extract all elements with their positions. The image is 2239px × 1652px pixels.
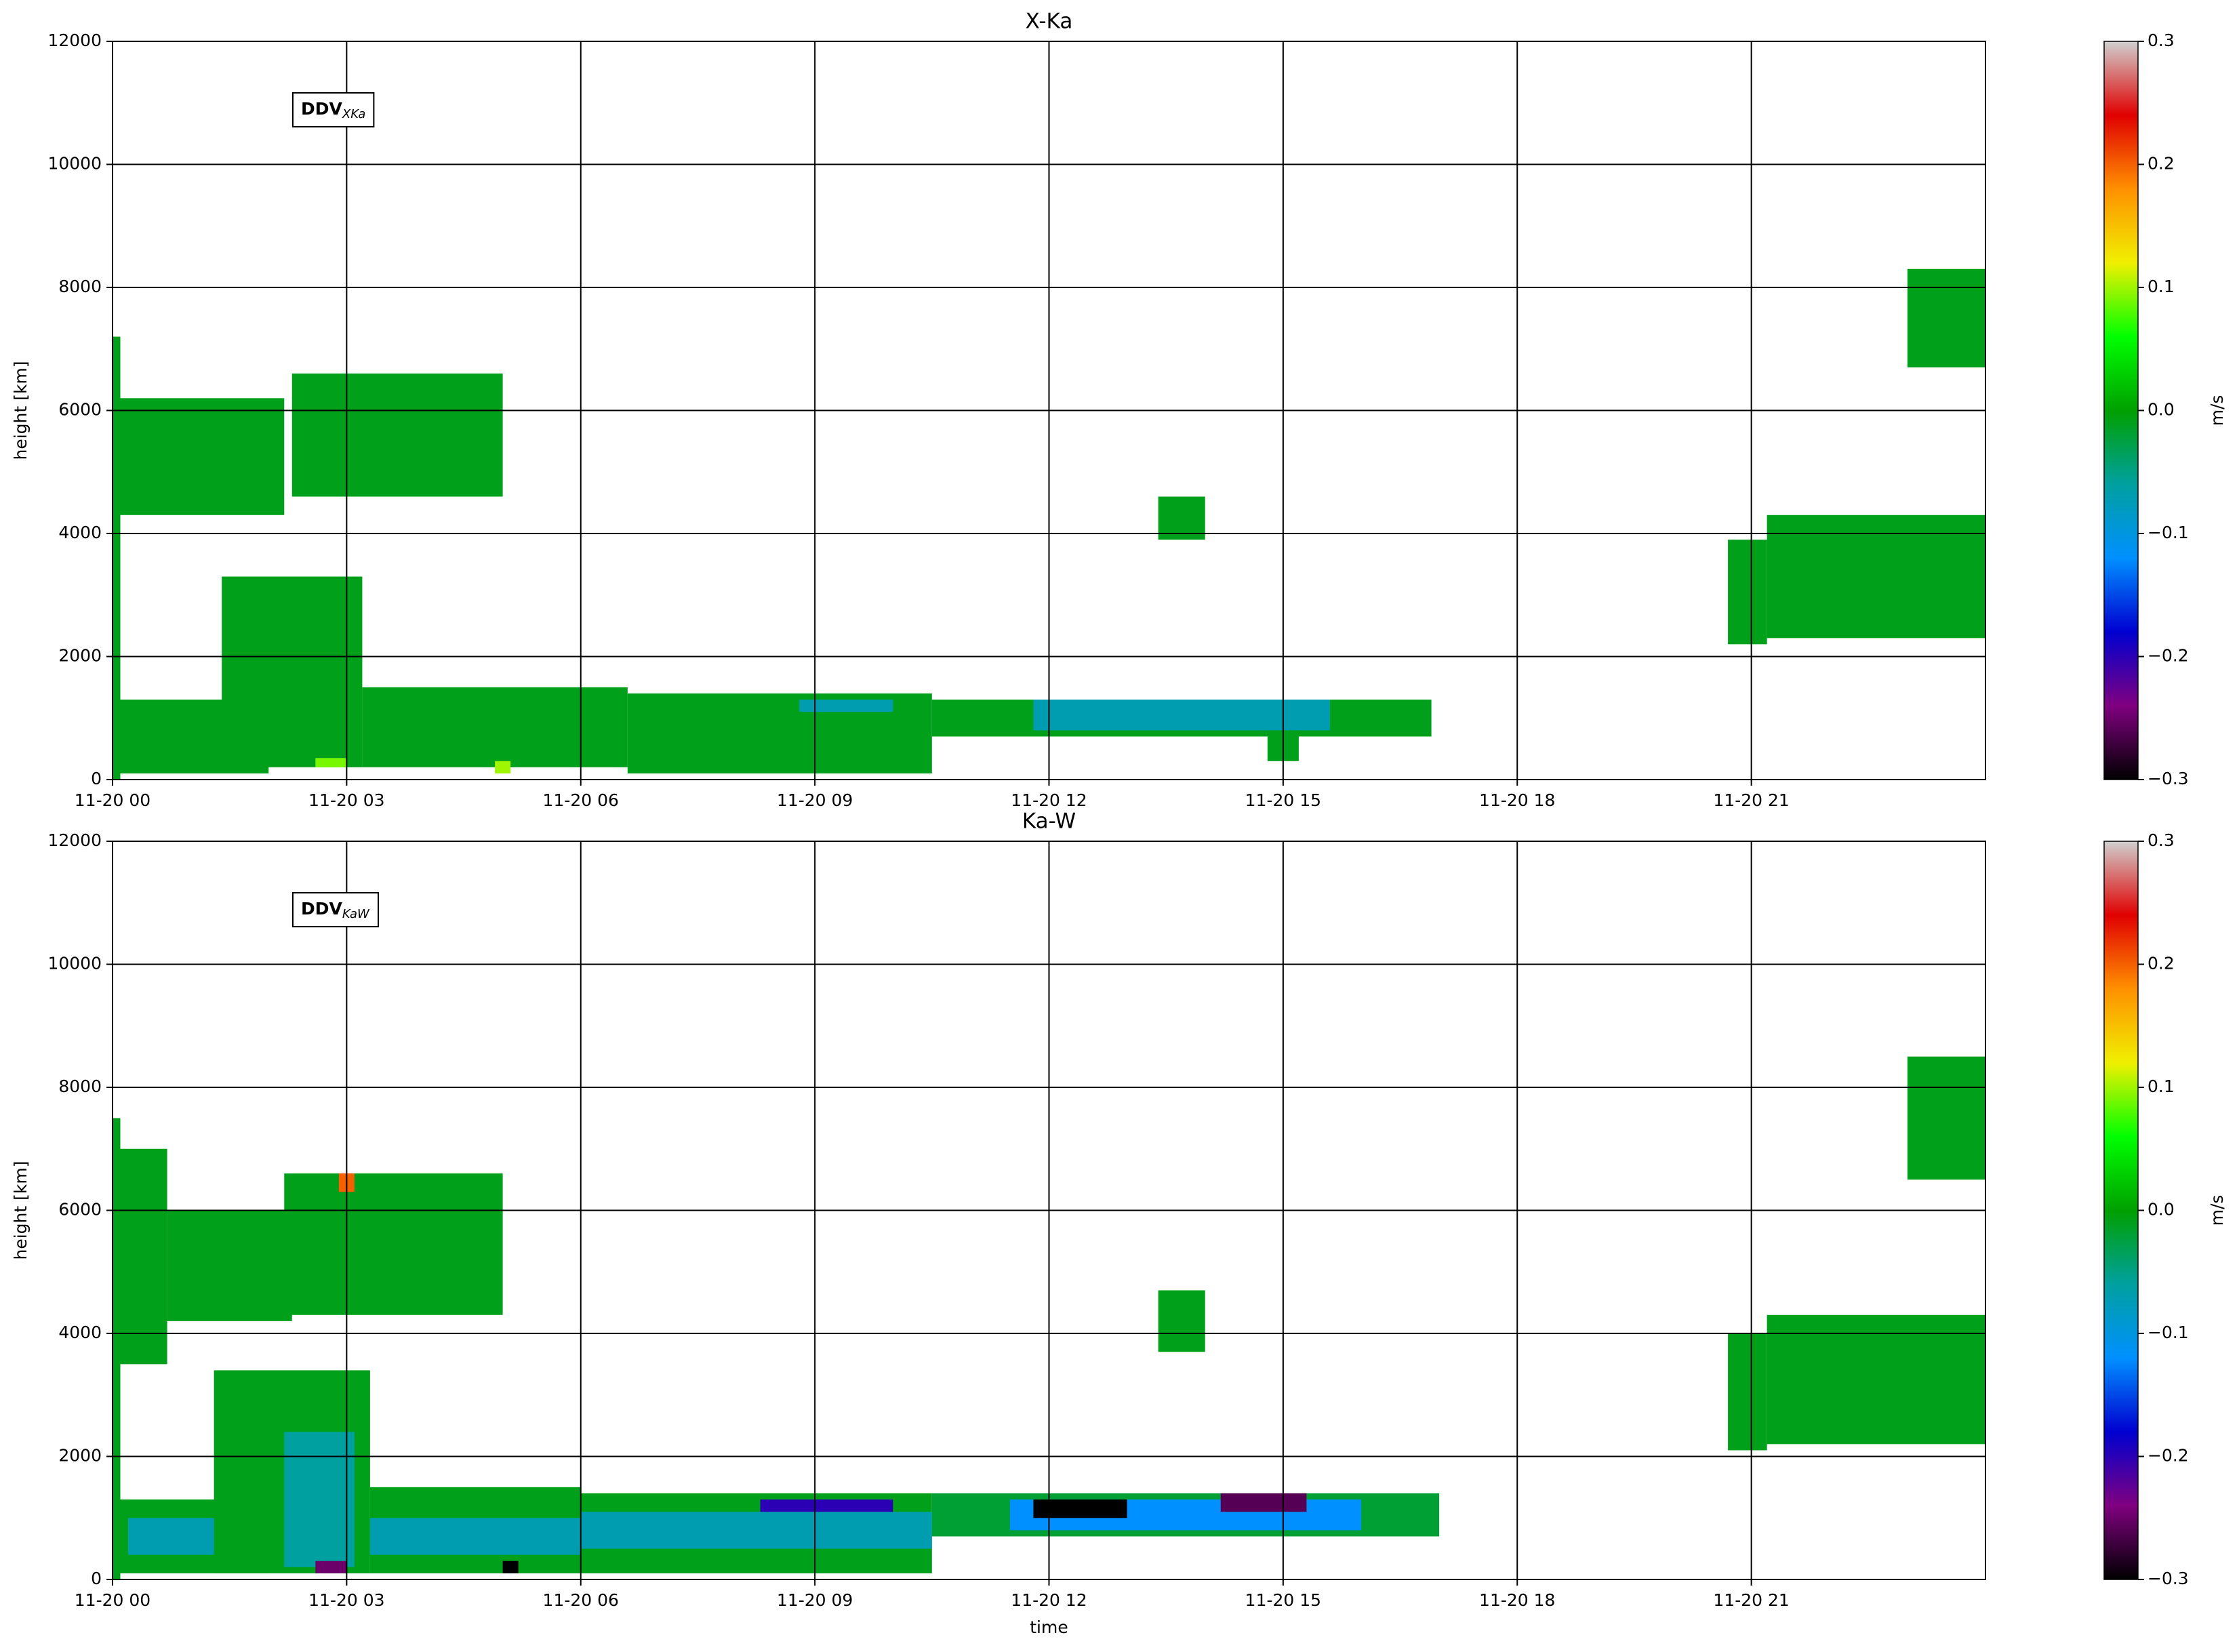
data-cell — [113, 336, 121, 780]
data-cell — [495, 761, 511, 773]
annotation-text: DDVKaW — [301, 899, 370, 921]
data-cell — [222, 576, 363, 767]
data-cell — [167, 1210, 292, 1321]
data-cell — [284, 1173, 503, 1315]
x-tick-label: 11-20 06 — [543, 790, 619, 810]
x-tick-label: 11-20 15 — [1245, 1590, 1321, 1610]
data-cell — [1158, 496, 1205, 540]
panel: 11-20 00 11-20 03 11-20 06 11-20 09 11-20 12… — [11, 9, 2227, 811]
x-tick-label: 11-20 00 — [75, 790, 150, 810]
colorbar — [2103, 41, 2139, 780]
annotation: DDVXKa — [292, 92, 375, 127]
chart-title: X-Ka — [1026, 9, 1073, 34]
y-axis-label: height [km] — [11, 361, 31, 460]
data-cell — [113, 1118, 121, 1579]
y-tick-label: 12000 — [47, 830, 102, 850]
y-tick-label: 4000 — [58, 1323, 102, 1342]
data-cell — [291, 374, 503, 497]
plot-frame — [112, 41, 1986, 780]
data-cell — [1767, 1314, 1985, 1445]
y-tick-label: 2000 — [58, 1446, 102, 1466]
colorbar-tick-label: 0.3 — [2147, 830, 2175, 850]
colorbar-tick-label: 0.0 — [2147, 1200, 2175, 1220]
data-cell — [362, 687, 628, 767]
data-cell — [1907, 1056, 1985, 1180]
data-cell — [1220, 1493, 1307, 1512]
annotation-box — [292, 92, 375, 127]
data-cell — [1767, 515, 1985, 639]
x-tick-label: 11-20 21 — [1713, 790, 1789, 810]
x-tick-label: 11-20 12 — [1011, 790, 1087, 810]
x-tick-label: 11-20 21 — [1713, 1590, 1789, 1610]
x-tick-label: 11-20 12 — [1011, 1590, 1087, 1610]
x-tick-label: 11-20 03 — [308, 1590, 384, 1610]
data-cell — [369, 1518, 581, 1555]
data-cell — [580, 1512, 932, 1549]
x-tick-label: 11-20 18 — [1479, 790, 1555, 810]
y-tick-label: 6000 — [58, 400, 102, 420]
colorbar-tick-label: −0.1 — [2147, 523, 2189, 542]
chart-title: Ka-W — [1022, 809, 1076, 834]
x-tick-label: 11-20 15 — [1245, 790, 1321, 810]
annotation-subscript: XKa — [342, 107, 366, 121]
data-cell — [315, 1560, 347, 1573]
colorbar-tick-label: 0.1 — [2147, 1076, 2175, 1096]
colorbar-label: m/s — [2207, 1195, 2227, 1226]
colorbar-tick-label: −0.1 — [2147, 1323, 2189, 1342]
annotation: DDVKaW — [292, 892, 380, 927]
x-tick-label: 11-20 09 — [777, 1590, 853, 1610]
x-tick-label: 11-20 03 — [308, 790, 384, 810]
y-tick-label: 0 — [91, 1569, 102, 1588]
colorbar-tick-label: −0.3 — [2147, 1569, 2189, 1588]
plot-frame — [112, 841, 1986, 1580]
y-tick-label: 10000 — [47, 954, 102, 973]
colorbar-tick-label: 0.2 — [2147, 154, 2175, 174]
colorbar-tick-label: −0.2 — [2147, 646, 2189, 666]
x-tick-label: 11-20 09 — [777, 790, 853, 810]
data-cell — [1158, 1290, 1205, 1352]
annotation-subscript: KaW — [342, 907, 370, 921]
data-cell — [1033, 700, 1330, 731]
data-cell — [284, 1432, 355, 1567]
annotation-main: DDV — [301, 899, 343, 919]
y-tick-label: 0 — [91, 769, 102, 788]
data-cell — [799, 700, 893, 712]
annotation-text: DDVXKa — [301, 99, 365, 121]
data-cell — [315, 758, 347, 767]
data-cell — [1728, 1333, 1767, 1451]
x-tick-label: 11-20 00 — [75, 1590, 150, 1610]
y-tick-label: 4000 — [58, 523, 102, 542]
y-tick-label: 6000 — [58, 1200, 102, 1220]
data-cell — [120, 1148, 167, 1365]
data-cell — [120, 398, 285, 515]
data-cell — [1728, 540, 1767, 645]
x-tick-label: 11-20 06 — [543, 1590, 619, 1610]
panel: 11-20 00 11-20 03 11-20 06 11-20 09 11-20 12… — [11, 809, 2227, 1638]
annotation-main: DDV — [301, 99, 343, 119]
annotation-box — [292, 892, 380, 927]
y-tick-label: 2000 — [58, 646, 102, 666]
y-tick-label: 8000 — [58, 277, 102, 296]
colorbar-label: m/s — [2207, 395, 2227, 426]
colorbar-tick-label: −0.3 — [2147, 769, 2189, 788]
data-cell — [1033, 1499, 1127, 1518]
y-axis-label: height [km] — [11, 1161, 31, 1260]
data-cell — [502, 1560, 519, 1573]
data-cell — [760, 1499, 893, 1512]
y-tick-label: 12000 — [47, 31, 102, 50]
y-tick-label: 10000 — [47, 154, 102, 174]
x-axis-label: time — [1030, 1617, 1068, 1637]
colorbar-tick-label: 0.1 — [2147, 277, 2175, 296]
colorbar — [2103, 841, 2139, 1580]
colorbar-tick-label: 0.2 — [2147, 954, 2175, 973]
colorbar-tick-label: 0.0 — [2147, 400, 2175, 420]
colorbar-tick-label: 0.3 — [2147, 31, 2175, 50]
x-tick-label: 11-20 18 — [1479, 1590, 1555, 1610]
y-tick-label: 8000 — [58, 1076, 102, 1096]
colorbar-tick-label: −0.2 — [2147, 1446, 2189, 1466]
data-cell — [1907, 268, 1985, 367]
